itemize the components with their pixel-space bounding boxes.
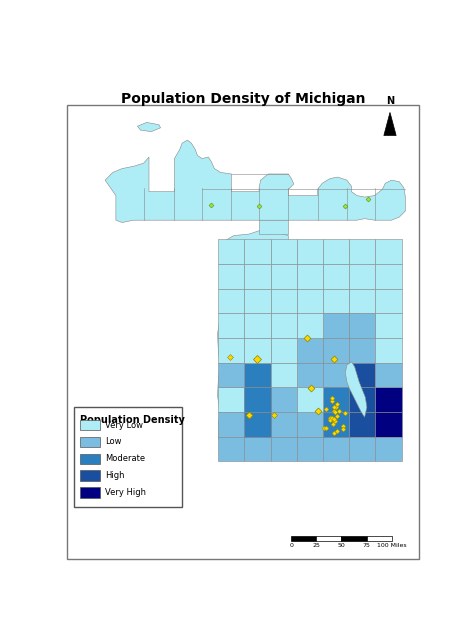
Bar bbox=[271, 338, 297, 363]
Bar bbox=[74, 407, 182, 507]
Bar bbox=[349, 338, 375, 363]
Bar bbox=[81, 420, 100, 431]
Polygon shape bbox=[346, 362, 367, 417]
Bar bbox=[245, 363, 271, 387]
Bar bbox=[271, 289, 297, 313]
Bar bbox=[375, 289, 401, 313]
Bar bbox=[219, 289, 245, 313]
Text: 75: 75 bbox=[363, 543, 371, 548]
Bar bbox=[297, 313, 323, 338]
Bar bbox=[349, 289, 375, 313]
Bar bbox=[81, 488, 100, 498]
Bar bbox=[245, 436, 271, 461]
Bar bbox=[219, 338, 245, 363]
Bar bbox=[375, 338, 401, 363]
Text: 50: 50 bbox=[337, 543, 346, 548]
Bar bbox=[349, 387, 375, 412]
Bar bbox=[323, 436, 349, 461]
Bar bbox=[219, 436, 245, 461]
Bar bbox=[323, 412, 349, 436]
Bar bbox=[349, 363, 375, 387]
Bar bbox=[349, 436, 375, 461]
Bar bbox=[297, 264, 323, 289]
Bar bbox=[323, 387, 349, 412]
Bar bbox=[271, 363, 297, 387]
Text: N: N bbox=[386, 97, 394, 106]
Bar bbox=[341, 536, 366, 540]
Bar bbox=[245, 338, 271, 363]
Polygon shape bbox=[105, 140, 405, 222]
Bar bbox=[375, 313, 401, 338]
Bar bbox=[245, 239, 271, 264]
Bar bbox=[366, 536, 392, 540]
Bar bbox=[323, 239, 349, 264]
Bar bbox=[323, 289, 349, 313]
Bar bbox=[297, 239, 323, 264]
Bar bbox=[271, 412, 297, 436]
Bar bbox=[81, 436, 100, 447]
Bar bbox=[219, 239, 245, 264]
Bar bbox=[375, 264, 401, 289]
Bar bbox=[375, 239, 401, 264]
Bar bbox=[349, 313, 375, 338]
Bar bbox=[297, 387, 323, 412]
Bar bbox=[245, 412, 271, 436]
Polygon shape bbox=[218, 231, 370, 451]
Bar bbox=[245, 387, 271, 412]
Bar bbox=[271, 239, 297, 264]
Text: Population Density of Michigan: Population Density of Michigan bbox=[121, 92, 365, 107]
Bar bbox=[375, 412, 401, 436]
Bar bbox=[81, 453, 100, 464]
Bar bbox=[375, 436, 401, 461]
Text: Very Low: Very Low bbox=[105, 420, 143, 429]
Bar bbox=[323, 363, 349, 387]
Polygon shape bbox=[137, 123, 161, 131]
Bar bbox=[375, 387, 401, 412]
Bar bbox=[271, 264, 297, 289]
Bar bbox=[323, 313, 349, 338]
Bar bbox=[219, 412, 245, 436]
Bar bbox=[219, 363, 245, 387]
Text: 25: 25 bbox=[312, 543, 320, 548]
Bar bbox=[219, 387, 245, 412]
Bar bbox=[271, 387, 297, 412]
Bar bbox=[245, 264, 271, 289]
Bar bbox=[297, 363, 323, 387]
Bar bbox=[81, 471, 100, 481]
Bar bbox=[219, 264, 245, 289]
Bar bbox=[349, 412, 375, 436]
Bar bbox=[323, 264, 349, 289]
Bar bbox=[297, 289, 323, 313]
Bar bbox=[245, 289, 271, 313]
Bar bbox=[292, 536, 317, 540]
Polygon shape bbox=[384, 112, 396, 135]
Bar bbox=[271, 436, 297, 461]
Bar bbox=[375, 363, 401, 387]
Text: Moderate: Moderate bbox=[105, 455, 145, 464]
Bar bbox=[297, 338, 323, 363]
Bar bbox=[219, 313, 245, 338]
Bar bbox=[271, 313, 297, 338]
Bar bbox=[317, 536, 341, 540]
Bar bbox=[323, 338, 349, 363]
Bar bbox=[297, 436, 323, 461]
Text: 0: 0 bbox=[290, 543, 293, 548]
Text: 100 Miles: 100 Miles bbox=[377, 543, 406, 548]
Bar bbox=[297, 412, 323, 436]
Bar bbox=[349, 264, 375, 289]
Bar bbox=[245, 313, 271, 338]
Polygon shape bbox=[259, 220, 288, 234]
Text: High: High bbox=[105, 471, 125, 480]
Text: Population Density: Population Density bbox=[81, 415, 185, 425]
Text: Low: Low bbox=[105, 438, 122, 446]
Text: Very High: Very High bbox=[105, 488, 146, 497]
Bar bbox=[349, 239, 375, 264]
